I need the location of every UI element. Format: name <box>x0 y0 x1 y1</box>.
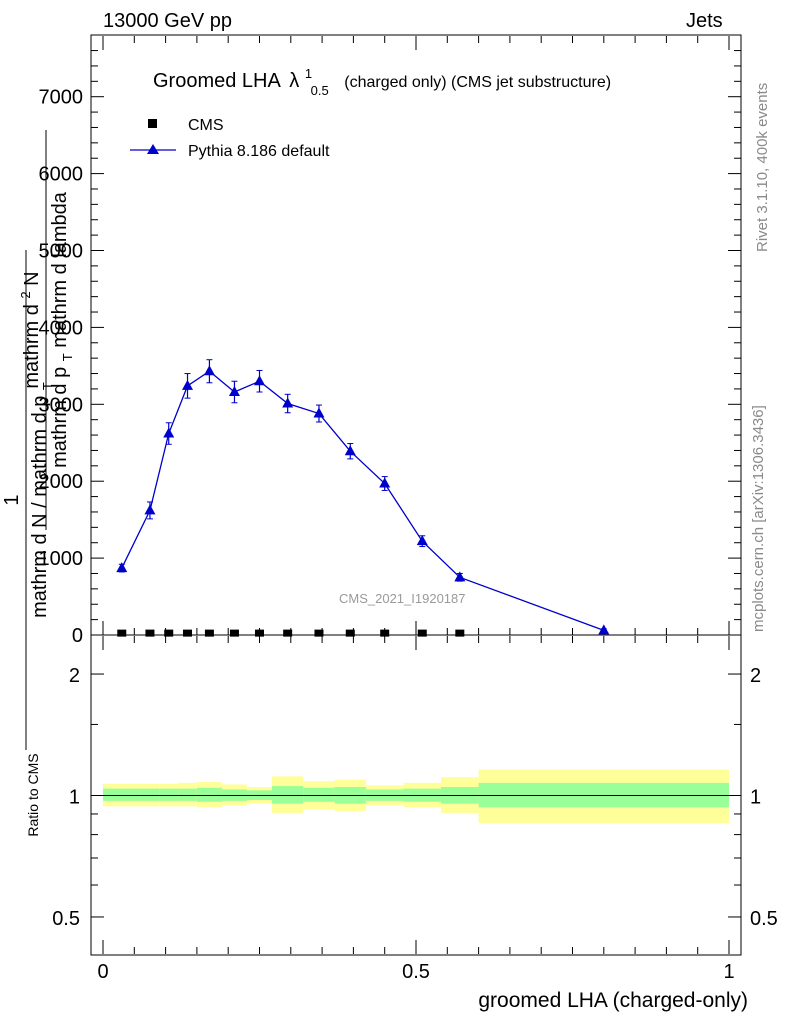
cms-point-9 <box>345 629 355 637</box>
ratio-ytick-label-left-1: 1 <box>69 787 80 809</box>
svg-text:1: 1 <box>1 494 23 505</box>
pythia-point-4 <box>203 365 215 376</box>
pythia-line <box>121 370 605 631</box>
pythia-point-11 <box>416 535 428 546</box>
ratio-ytick-label-right-2: 2 <box>750 665 761 687</box>
svg-text:mathrm d 2 N: mathrm d 2 N <box>13 271 43 388</box>
legend-cms-label: CMS <box>188 117 224 134</box>
header-jets-label: Jets <box>686 10 723 32</box>
analysis-watermark: CMS_2021_I1920187 <box>339 591 466 606</box>
main-ytick-label-2000: 2000 <box>39 471 84 493</box>
pythia-point-7 <box>282 397 294 408</box>
pythia-point-3 <box>182 379 194 390</box>
main-ytick-label-3000: 3000 <box>39 394 84 416</box>
ratio-y-axis: 0.5 0.5 1 1 2 2 <box>52 665 778 930</box>
cms-point-4 <box>204 629 214 637</box>
cms-point-8 <box>314 629 324 637</box>
cms-point-1 <box>145 629 155 637</box>
ratio-band-inner-7 <box>272 786 304 804</box>
cms-series <box>117 629 465 637</box>
ratio-bands <box>103 769 729 823</box>
cms-point-11 <box>417 629 427 637</box>
main-y-axis-label-outer: 1 mathrm d N / mathrm d p T <box>1 250 55 750</box>
pythia-point-0 <box>116 562 128 573</box>
pythia-series <box>116 359 610 635</box>
ratio-xtick-label-1: 1 <box>723 961 734 983</box>
ratio-band-inner-3 <box>178 788 197 801</box>
ratio-y-axis-label: Ratio to CMS <box>25 753 41 836</box>
pythia-point-2 <box>163 427 175 438</box>
main-ytick-label-0: 0 <box>72 625 83 647</box>
pythia-point-12 <box>454 571 466 582</box>
cms-point-12 <box>455 629 465 637</box>
cms-point-0 <box>117 629 127 637</box>
cms-point-6 <box>255 629 264 637</box>
pythia-point-13 <box>598 624 610 635</box>
ratio-band-inner-2 <box>159 788 179 801</box>
legend-pythia-label: Pythia 8.186 default <box>188 143 330 160</box>
svg-text:mathrm d N / mathrm d p: mathrm d N / mathrm d p T <box>29 382 55 618</box>
ratio-band-inner-8 <box>303 787 335 802</box>
ratio-xtick-label-0.5: 0.5 <box>402 961 430 983</box>
main-ytick-label-4000: 4000 <box>39 317 84 339</box>
pythia-point-6 <box>254 375 265 386</box>
ratio-ytick-label-left-2: 2 <box>69 665 80 687</box>
ratio-xtick-label-0: 0 <box>97 961 108 983</box>
ratio-ytick-label-right-1: 1 <box>750 787 761 809</box>
cms-point-10 <box>380 629 390 637</box>
cms-point-5 <box>229 629 239 637</box>
legend-cms-marker <box>148 119 157 128</box>
pythia-point-1 <box>144 504 156 515</box>
pythia-point-10 <box>379 477 391 488</box>
cms-point-7 <box>283 629 293 637</box>
ratio-band-inner-0 <box>103 788 141 801</box>
cms-point-2 <box>164 629 174 637</box>
ratio-ytick-label-left-0.5: 0.5 <box>52 908 80 930</box>
header-energy-label: 13000 GeV pp <box>103 10 232 32</box>
svg-text:mathrm d p T math: mathrm d p T mathrm d lambda <box>49 191 77 468</box>
legend-pythia-marker <box>147 144 159 154</box>
main-ytick-label-7000: 7000 <box>39 87 84 109</box>
main-ytick-label-1000: 1000 <box>39 548 84 570</box>
pythia-point-8 <box>313 407 325 418</box>
main-ytick-label-5000: 5000 <box>39 241 84 263</box>
ratio-band-inner-4 <box>196 787 222 802</box>
pythia-point-9 <box>344 445 356 456</box>
pythia-point-5 <box>228 385 240 396</box>
ratio-ytick-label-right-0.5: 0.5 <box>750 908 778 930</box>
ratio-band-inner-1 <box>140 788 160 801</box>
x-axis-label: groomed LHA (charged-only) <box>478 989 748 1012</box>
cms-point-3 <box>183 629 193 637</box>
main-ytick-label-6000: 6000 <box>39 164 84 186</box>
main-y-axis: 0 1000 2000 3000 4000 5000 6000 7000 <box>39 50 741 647</box>
ratio-x-axis: 0 0.5 1 <box>97 636 735 983</box>
plot-title: Groomed LHA λ 1 0.5 (charged only) (CMS … <box>153 61 611 100</box>
